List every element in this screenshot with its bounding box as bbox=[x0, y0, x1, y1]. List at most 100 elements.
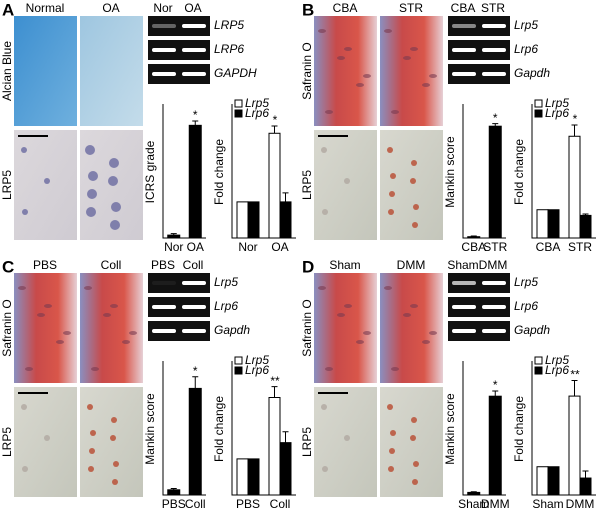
panel: B CBA STR Safranin O LRP5 CBA STR Lrp5 Lrp6 Gapdh bbox=[300, 0, 550, 240]
gel-column-label: OA bbox=[184, 1, 201, 15]
bar bbox=[188, 387, 202, 496]
gel-band bbox=[452, 24, 476, 28]
cell bbox=[109, 158, 119, 168]
error-bar bbox=[470, 235, 477, 237]
annotation: * bbox=[273, 113, 278, 127]
micrograph bbox=[380, 130, 443, 240]
image-row-label: Safranin O bbox=[0, 299, 14, 356]
image-column-label: Normal bbox=[26, 1, 65, 15]
y-axis-label: Fold change bbox=[212, 396, 226, 462]
gel-band bbox=[452, 281, 476, 285]
image-column-label: PBS bbox=[33, 258, 57, 272]
annotation: * bbox=[493, 378, 498, 392]
gel-column-label: DMM bbox=[479, 258, 508, 272]
image-row-label: Safranin O bbox=[300, 299, 314, 356]
bar bbox=[536, 466, 549, 496]
x-tick-label: DMM bbox=[481, 497, 510, 511]
bar bbox=[579, 477, 592, 496]
error-bar bbox=[170, 233, 177, 236]
cell bbox=[21, 404, 27, 410]
cell bbox=[110, 304, 118, 308]
gel-row-label: Lrp5 bbox=[514, 275, 538, 289]
bar bbox=[488, 395, 502, 496]
bar bbox=[268, 132, 281, 239]
x-tick-label: PBS bbox=[236, 497, 260, 511]
legend-label: Lrp5 bbox=[545, 96, 569, 110]
error-bar bbox=[271, 125, 278, 134]
micrograph bbox=[314, 16, 377, 126]
gel-band bbox=[152, 24, 176, 28]
micrograph bbox=[380, 16, 443, 126]
micrograph bbox=[14, 387, 77, 497]
cell bbox=[129, 331, 137, 335]
gel-band bbox=[152, 329, 176, 333]
cell bbox=[321, 404, 327, 410]
legend-swatch bbox=[234, 109, 243, 118]
cell bbox=[322, 209, 328, 215]
bar bbox=[188, 124, 202, 239]
gel-band bbox=[482, 72, 506, 76]
bar bbox=[568, 135, 581, 239]
error-bar bbox=[470, 491, 477, 493]
panel: A Normal OA Alcian Blue LRP5 Nor OA LRP5 LRP6 GAP… bbox=[0, 0, 257, 240]
annotation: * bbox=[193, 108, 198, 122]
x-tick-label: Nor bbox=[164, 240, 183, 254]
bar bbox=[279, 201, 292, 239]
cell bbox=[103, 313, 111, 317]
gel-row-label: Lrp6 bbox=[514, 299, 538, 313]
micrograph bbox=[380, 273, 443, 383]
panel-label: D bbox=[302, 257, 314, 276]
cell bbox=[412, 222, 418, 228]
cell bbox=[384, 286, 392, 290]
y-axis-label: Mankin score bbox=[443, 136, 457, 208]
image-column-label: Coll bbox=[101, 258, 122, 272]
gel bbox=[148, 16, 210, 36]
gel-column-label: PBS bbox=[151, 258, 175, 272]
panel-label: A bbox=[2, 0, 14, 19]
gel-band bbox=[182, 72, 206, 76]
gel-band bbox=[452, 305, 476, 309]
bar bbox=[268, 397, 281, 496]
bar bbox=[236, 458, 249, 496]
y-axis-label: Fold change bbox=[212, 139, 226, 205]
bar bbox=[247, 201, 260, 239]
cell bbox=[413, 461, 419, 467]
chart: ICRS grade Nor OA * bbox=[143, 104, 206, 254]
gel-column-label: Nor bbox=[153, 1, 172, 15]
x-tick-label: DMM bbox=[566, 497, 595, 511]
cell bbox=[90, 430, 96, 436]
image-row-label: LRP5 bbox=[0, 170, 14, 200]
gel-band bbox=[182, 48, 206, 52]
bar bbox=[247, 458, 260, 496]
gel-band bbox=[482, 329, 506, 333]
gel-band bbox=[482, 24, 506, 28]
cell bbox=[89, 448, 95, 454]
gel-column-label: CBA bbox=[451, 1, 476, 15]
image-row-label: LRP5 bbox=[0, 427, 14, 457]
cell bbox=[389, 448, 395, 454]
legend-label: Lrp5 bbox=[245, 96, 269, 110]
micrograph bbox=[14, 273, 77, 383]
cell bbox=[318, 29, 326, 33]
image-column-label: CBA bbox=[333, 1, 358, 15]
cell bbox=[412, 479, 418, 485]
cell bbox=[389, 191, 395, 197]
error-bar bbox=[170, 488, 177, 490]
cell bbox=[429, 331, 437, 335]
y-axis-label: ICRS grade bbox=[143, 140, 157, 203]
error-bar bbox=[582, 213, 589, 216]
annotation: ** bbox=[570, 368, 580, 382]
x-tick-label: Nor bbox=[238, 240, 257, 254]
gel-band bbox=[182, 281, 206, 285]
legend-swatch bbox=[234, 366, 243, 375]
cell bbox=[56, 340, 64, 344]
gel bbox=[448, 40, 510, 60]
error-bar bbox=[571, 380, 578, 397]
gel-band bbox=[482, 48, 506, 52]
image-row-label: LRP5 bbox=[300, 427, 314, 457]
